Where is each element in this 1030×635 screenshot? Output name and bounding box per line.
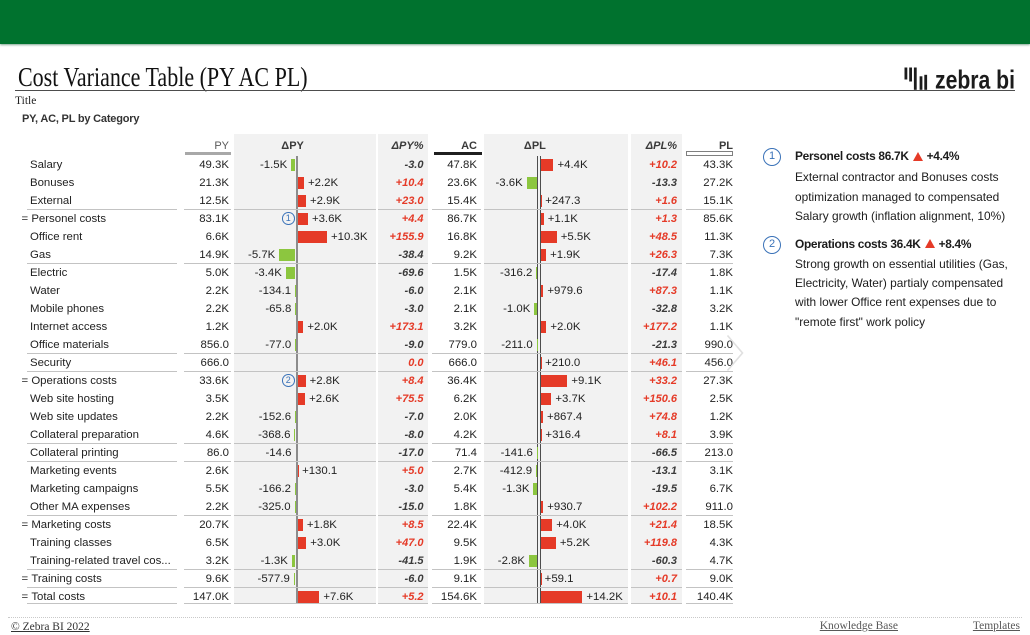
svg-text:zebra bi: zebra bi [935, 64, 1015, 94]
